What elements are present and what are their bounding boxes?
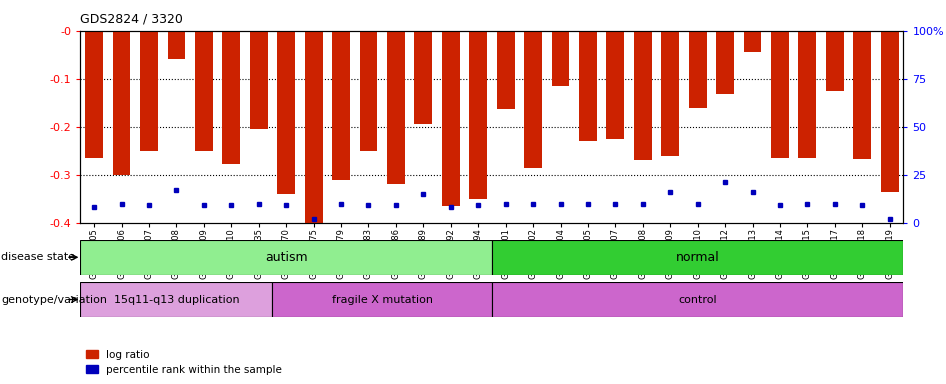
Bar [689, 31, 707, 108]
Bar [744, 31, 762, 52]
Bar [305, 31, 323, 230]
Text: genotype/variation: genotype/variation [1, 295, 107, 305]
Bar [469, 31, 487, 199]
Text: control: control [678, 295, 717, 305]
Bar [606, 31, 624, 139]
Bar [492, 240, 903, 275]
Bar [167, 31, 185, 59]
Bar [85, 31, 103, 158]
Text: autism: autism [265, 251, 307, 264]
Bar [579, 31, 597, 141]
Text: GDS2824 / 3320: GDS2824 / 3320 [80, 13, 184, 26]
Text: normal: normal [675, 251, 720, 264]
Bar [80, 282, 272, 317]
Bar [332, 31, 350, 180]
Text: 15q11-q13 duplication: 15q11-q13 duplication [114, 295, 239, 305]
Bar [798, 31, 816, 158]
Bar [853, 31, 871, 159]
Bar [826, 31, 844, 91]
Bar [80, 240, 492, 275]
Bar [661, 31, 679, 156]
Bar [552, 31, 569, 86]
Bar [771, 31, 789, 158]
Bar [414, 31, 432, 124]
Bar [634, 31, 652, 161]
Text: fragile X mutation: fragile X mutation [332, 295, 432, 305]
Bar [195, 31, 213, 151]
Bar [492, 282, 903, 317]
Bar [113, 31, 131, 175]
Bar [442, 31, 460, 206]
Bar [359, 31, 377, 151]
Bar [277, 31, 295, 194]
Legend: log ratio, percentile rank within the sample: log ratio, percentile rank within the sa… [86, 350, 282, 375]
Text: disease state: disease state [1, 252, 75, 262]
Bar [250, 31, 268, 129]
Bar [387, 31, 405, 184]
Bar [881, 31, 899, 192]
Bar [497, 31, 515, 109]
Bar [716, 31, 734, 94]
Bar [140, 31, 158, 151]
Bar [222, 31, 240, 164]
Bar [524, 31, 542, 167]
Bar [272, 282, 492, 317]
